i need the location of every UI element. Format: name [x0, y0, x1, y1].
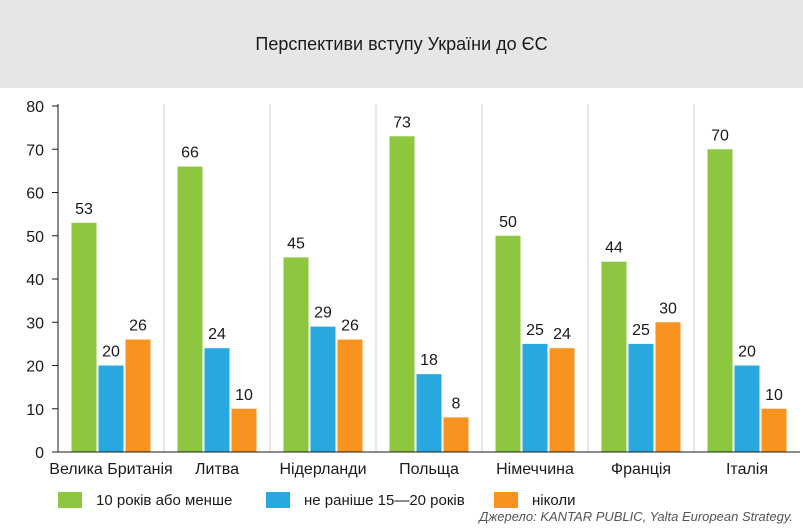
- bar: [601, 261, 627, 452]
- legend-swatch: [494, 492, 518, 508]
- x-category-label: Велика Британія: [49, 461, 172, 478]
- data-label: 10: [765, 387, 783, 404]
- data-label: 66: [181, 145, 199, 162]
- y-tick-label: 40: [26, 272, 44, 289]
- bar: [443, 417, 469, 452]
- y-tick-label: 10: [26, 402, 44, 419]
- bar: [204, 348, 230, 452]
- bar: [734, 365, 760, 452]
- y-tick-label: 80: [26, 99, 44, 116]
- data-label: 25: [632, 322, 650, 339]
- data-label: 50: [499, 214, 517, 231]
- y-tick-label: 20: [26, 359, 44, 376]
- data-label: 24: [208, 326, 226, 343]
- data-label: 24: [553, 326, 571, 343]
- data-label: 26: [341, 318, 359, 335]
- data-label: 18: [420, 352, 438, 369]
- title-bar: [0, 0, 803, 88]
- bar: [283, 257, 309, 452]
- bar: [177, 166, 203, 453]
- bar: [310, 326, 336, 452]
- data-label: 70: [711, 127, 729, 144]
- bar: [389, 136, 415, 452]
- chart-title: Перспективи вступу України до ЄС: [255, 34, 548, 54]
- data-label: 25: [526, 322, 544, 339]
- x-category-label: Франція: [611, 461, 671, 478]
- bar: [337, 339, 363, 452]
- legend-label: ніколи: [532, 492, 576, 509]
- data-label: 29: [314, 305, 332, 322]
- bar: [549, 348, 575, 452]
- legend-swatch: [58, 492, 82, 508]
- bar: [71, 222, 97, 452]
- data-label: 73: [393, 114, 411, 131]
- data-label: 44: [605, 240, 623, 257]
- x-category-label: Нідерланди: [279, 461, 366, 478]
- bar: [495, 235, 521, 452]
- source-note: Джерело: KANTAR PUBLIC, Yalta European S…: [479, 509, 793, 524]
- data-label: 45: [287, 235, 305, 252]
- y-tick-label: 60: [26, 186, 44, 203]
- legend-swatch: [266, 492, 290, 508]
- bar: [416, 374, 442, 452]
- data-label: 20: [738, 344, 756, 361]
- bar: [98, 365, 124, 452]
- y-tick-label: 50: [26, 229, 44, 246]
- x-category-label: Польща: [399, 461, 459, 478]
- data-label: 53: [75, 201, 93, 218]
- data-label: 26: [129, 318, 147, 335]
- y-tick-label: 30: [26, 315, 44, 332]
- x-category-label: Литва: [195, 461, 239, 478]
- bar: [125, 339, 151, 452]
- x-category-label: Німеччина: [496, 461, 574, 478]
- bar: [707, 149, 733, 452]
- bar: [655, 322, 681, 452]
- data-label: 20: [102, 344, 120, 361]
- legend-label: 10 років або менше: [96, 492, 232, 509]
- bar: [522, 343, 548, 452]
- x-category-label: Італія: [726, 461, 768, 478]
- bar: [628, 343, 654, 452]
- legend-label: не раніше 15—20 років: [304, 492, 465, 509]
- data-label: 10: [235, 387, 253, 404]
- data-label: 30: [659, 300, 677, 317]
- data-label: 8: [452, 395, 461, 412]
- y-tick-label: 70: [26, 142, 44, 159]
- y-tick-label: 0: [35, 445, 44, 462]
- bar: [231, 408, 257, 452]
- bar: [761, 408, 787, 452]
